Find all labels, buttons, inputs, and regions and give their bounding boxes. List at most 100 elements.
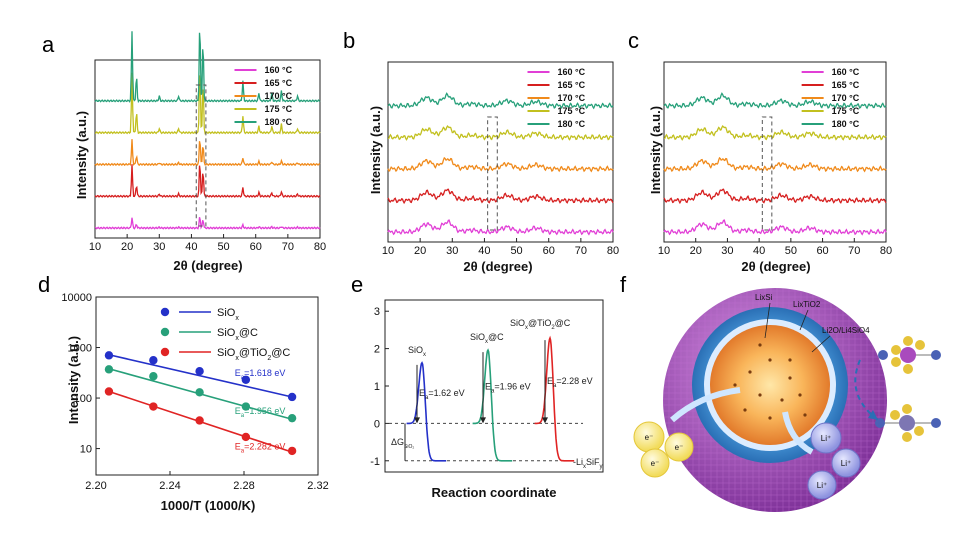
core-dots (733, 343, 807, 420)
highlight-box (487, 116, 498, 231)
d-legend-dot-0 (160, 307, 170, 317)
legend-label-160: 160 °C (558, 67, 586, 77)
xrd-frame (387, 61, 614, 243)
legend-label-160: 160 °C (832, 67, 860, 77)
d-legend-label-2: SiOx@TiO2@C (217, 347, 290, 362)
d-point (195, 366, 204, 376)
legend-label-165: 165 °C (265, 78, 293, 88)
electron-1-label: e⁻ (645, 433, 654, 442)
label-shell2: Li2O/Li4SiO4 (822, 326, 870, 335)
highlight-box (761, 116, 773, 231)
x-tick-label: 60 (250, 241, 262, 253)
d-legend-label-1: SiOx@C (217, 327, 258, 342)
label-core: LixSi (755, 293, 773, 302)
d-point (287, 413, 297, 423)
arrhenius-panel: 2.20 2.24 2.28 2.32 10 100 1000 10000 Ea=1.618 e… (61, 292, 328, 492)
particle-schematic: LixSi LixTiO2 Li2O/Li4SiO4 e⁻ e⁻ e⁻ Li⁺ … (633, 288, 941, 512)
xrd-frame (94, 59, 321, 239)
legend-label-170: 170 °C (558, 93, 586, 103)
li-arrow (782, 411, 814, 455)
panel-label-d: d (38, 272, 50, 297)
spectrum-170 (663, 156, 887, 173)
x-tick-label: 70 (848, 245, 860, 257)
e-y-tick-label: 3 (374, 306, 380, 318)
x-tick-label: 60 (543, 245, 555, 257)
e-ea-arrowhead-2 (542, 417, 548, 424)
d-legend-label-0: SiOx (217, 307, 239, 322)
spectrum-180 (663, 92, 887, 110)
legend-label-165: 165 °C (832, 80, 860, 90)
highlight-box (195, 84, 207, 227)
d-y-tick-label: 100 (74, 393, 92, 405)
d-point (149, 356, 158, 365)
d-xlabel: 1000/T (1000/K) (161, 498, 256, 513)
spectrum-180 (387, 92, 614, 110)
core-dot (788, 376, 792, 380)
e-y-tick-label: 2 (374, 344, 380, 356)
spectrum-170 (94, 139, 321, 167)
panel-label-b: b (343, 28, 355, 53)
d-ea-label-2: Ea=2.282 eV (235, 441, 286, 454)
e-y-tick-label: 0 (374, 418, 380, 430)
spectrum-160 (387, 219, 614, 236)
energy-profile-panel: -1 0 1 2 3 Ea=1.62 eV Ea=1.96 eV Ea=2.28 eV SiOx… (370, 299, 604, 473)
electron-2 (664, 432, 694, 462)
e-dg-label: ΔGSiO₂ (391, 437, 414, 450)
li-ion-3 (807, 470, 837, 500)
core-dot (748, 370, 752, 374)
spectrum-175 (388, 125, 614, 141)
li-ion-1 (810, 422, 842, 454)
d-ylabel: Intensity (a.u.) (66, 336, 81, 424)
d-point (241, 402, 251, 411)
spectrum-175 (94, 72, 321, 135)
legend-label-175: 175 °C (558, 106, 586, 116)
xrd-a-ylabel: Intensity (a.u.) (74, 111, 89, 199)
e-ea-arrowhead-0 (414, 417, 420, 424)
x-tick-label: 40 (185, 241, 197, 253)
d-point (104, 365, 114, 374)
d-ea-label-1: Ea=1.956 eV (235, 406, 286, 419)
legend-label-160: 160 °C (265, 65, 293, 75)
d-point (149, 372, 158, 381)
spectrum-180 (94, 31, 321, 104)
spectrum-165 (387, 188, 614, 205)
d-legend-dot-2 (160, 347, 170, 357)
x-tick-label: 10 (382, 245, 394, 257)
core-dot (758, 343, 762, 347)
legend-label-170: 170 °C (832, 93, 860, 103)
d-point (241, 375, 251, 384)
d-ea-label-0: Ea=1.618 eV (235, 368, 286, 381)
d-point (195, 416, 204, 425)
d-y-tick-label: 10 (80, 444, 92, 456)
xrd-panel-c: 10 20 30 40 50 60 70 80 160 °C 165 °C 170 °C 175 °C… (658, 61, 892, 257)
e-barrier-label-1: SiOx@C (470, 332, 504, 345)
li-ion-2 (831, 448, 861, 478)
core-dot (768, 358, 772, 362)
panel-label-a: a (42, 32, 55, 57)
core-dot (758, 393, 762, 397)
d-point (195, 388, 204, 397)
spectrum-165 (663, 188, 887, 205)
xrd-b-xlabel: 2θ (degree) (463, 259, 532, 274)
core-dot (780, 398, 784, 402)
d-x-tick-label: 2.24 (159, 480, 180, 492)
d-x-tick-label: 2.28 (233, 480, 254, 492)
e-ea-arrowhead-1 (480, 417, 486, 424)
spectrum-175 (664, 125, 887, 141)
d-frame (95, 296, 319, 476)
x-tick-label: 20 (414, 245, 426, 257)
x-tick-label: 20 (121, 241, 133, 253)
x-tick-label: 50 (510, 245, 522, 257)
e-barrier-0 (406, 361, 447, 462)
orange-core (710, 325, 830, 445)
x-tick-label: 80 (607, 245, 619, 257)
li-ion-1-label: Li⁺ (821, 434, 831, 443)
molecule-top (878, 336, 941, 374)
e-y-tick-label: 1 (374, 381, 380, 393)
x-tick-label: 30 (153, 241, 165, 253)
core-dot (788, 358, 792, 362)
x-tick-label: 30 (446, 245, 458, 257)
spectrum-170 (387, 156, 614, 173)
x-tick-label: 40 (753, 245, 765, 257)
e-barrier-label-2: SiOx@TiO2@C (510, 318, 571, 331)
